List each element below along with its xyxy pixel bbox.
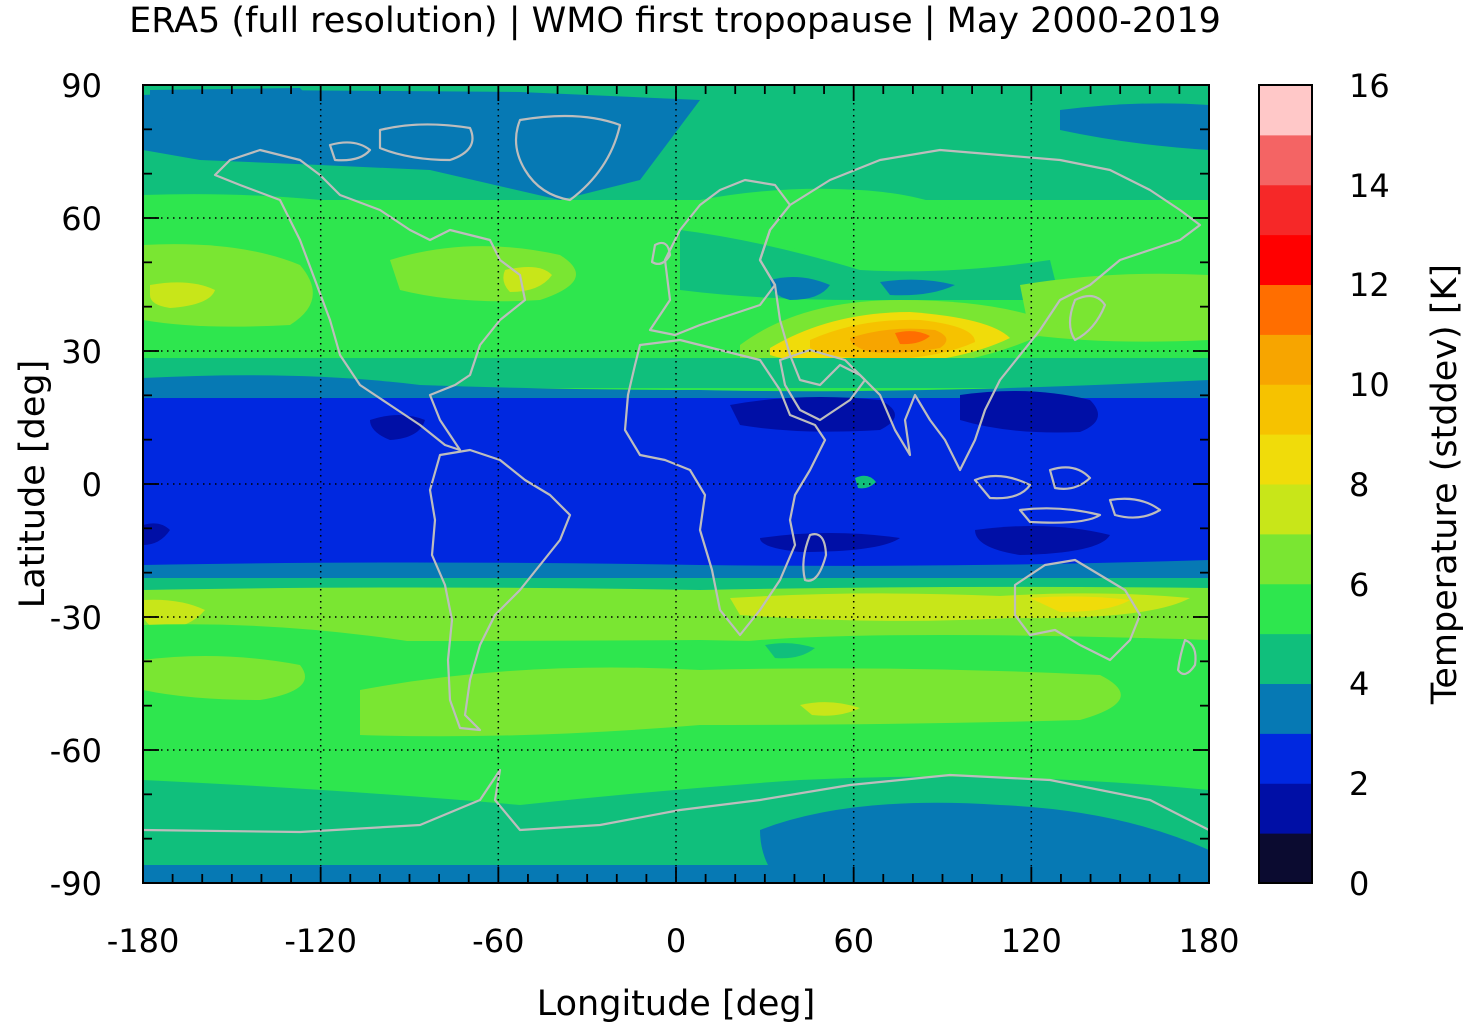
colorbar-swatch bbox=[1259, 484, 1312, 535]
x-tick-label: -180 bbox=[107, 922, 180, 960]
coastline-arabia bbox=[778, 348, 867, 422]
y-tick-label: 0 bbox=[82, 466, 102, 504]
x-axis-label: Longitude [deg] bbox=[537, 984, 815, 1024]
field-sh-yg-west bbox=[143, 656, 305, 700]
coastline-greenland bbox=[514, 114, 622, 202]
colorbar-tick-label: 4 bbox=[1349, 665, 1369, 703]
colorbar-swatch bbox=[1259, 833, 1312, 884]
field-nh-yellow-1 bbox=[150, 282, 215, 308]
colorbar-swatch bbox=[1259, 234, 1312, 286]
colorbar-label: Temperature (stddev) [K] bbox=[1425, 264, 1465, 705]
y-tick-label: 90 bbox=[61, 67, 102, 105]
colorbar-swatch bbox=[1259, 783, 1312, 834]
colorbar-tick-label: 6 bbox=[1349, 566, 1369, 604]
field-arctic-low-2 bbox=[1060, 103, 1209, 150]
colorbar-swatch bbox=[1259, 533, 1312, 585]
coastline-indonesia bbox=[973, 466, 1162, 524]
field-nh-subtrop-blue bbox=[143, 375, 1209, 400]
x-tick-label: 180 bbox=[1178, 922, 1239, 960]
field-arctic-low-3 bbox=[150, 88, 330, 125]
colorbar-frame bbox=[1258, 84, 1313, 884]
field-tropic-min-3 bbox=[370, 415, 425, 440]
field-nh-yellow-2 bbox=[503, 266, 552, 292]
colorbar-tick-labels: 16 14 12 10 8 6 4 2 0 bbox=[1349, 67, 1390, 903]
field-mongolia-low bbox=[880, 279, 955, 296]
colorbar-swatch bbox=[1259, 583, 1312, 635]
plot-area bbox=[143, 85, 1209, 883]
colorbar-swatch bbox=[1259, 384, 1312, 435]
coastline-south-america bbox=[428, 448, 572, 732]
colorbar-swatch bbox=[1259, 284, 1312, 335]
colorbar-tick-label: 10 bbox=[1349, 366, 1390, 404]
colorbar-swatch bbox=[1259, 683, 1312, 734]
colorbar-tick-label: 12 bbox=[1349, 266, 1390, 304]
field-tropic-teal-spot bbox=[855, 475, 876, 489]
chart-title: ERA5 (full resolution) | WMO first tropo… bbox=[129, 1, 1221, 41]
coastline-new-zealand bbox=[1176, 638, 1197, 676]
colorbar-tick-label: 0 bbox=[1349, 865, 1369, 903]
field-sh-jet-yellow-3 bbox=[143, 599, 205, 630]
field-sh-midlat-green bbox=[143, 624, 1209, 670]
coastline-asia bbox=[758, 148, 1202, 472]
field-sh-yellow-spot bbox=[800, 702, 860, 716]
y-axis-label: Latitude [deg] bbox=[13, 360, 53, 608]
colorbar-swatch bbox=[1259, 334, 1312, 385]
field-tropic-min-1 bbox=[730, 396, 895, 432]
x-tick-label: -120 bbox=[284, 922, 357, 960]
field-tropic-min-2 bbox=[960, 391, 1098, 433]
colorbar-swatch bbox=[1259, 184, 1312, 236]
colorbar-swatch bbox=[1259, 434, 1312, 485]
colorbar-tick-label: 14 bbox=[1349, 167, 1390, 205]
coastline-australia bbox=[1013, 558, 1142, 662]
y-tick-label: -60 bbox=[50, 732, 102, 770]
field-caspian-low bbox=[770, 276, 830, 300]
colorbar-tick-label: 8 bbox=[1349, 466, 1369, 504]
coastline-british-isles bbox=[650, 241, 672, 265]
x-tick-label: -60 bbox=[472, 922, 524, 960]
field-tropic-min-5 bbox=[975, 526, 1110, 555]
field-asia-jet-peak bbox=[895, 331, 930, 345]
grid-lines bbox=[143, 85, 1209, 883]
colorbar-tick-label: 2 bbox=[1349, 765, 1369, 803]
y-tick-label: 30 bbox=[61, 333, 102, 371]
y-tick-label: -90 bbox=[50, 865, 102, 903]
y-tick-label: -30 bbox=[50, 599, 102, 637]
y-tick-label: 60 bbox=[61, 200, 102, 238]
colorbar-swatch bbox=[1259, 733, 1312, 784]
colorbar-tick-label: 16 bbox=[1349, 67, 1390, 105]
coastline-arctic-islands bbox=[328, 123, 474, 162]
colorbar-swatch bbox=[1259, 134, 1312, 186]
coastline-antarctica bbox=[143, 768, 1209, 834]
y-tick-labels: 90 60 30 0 -30 -60 -90 bbox=[50, 67, 102, 903]
coastline-africa bbox=[623, 338, 827, 637]
field-sh-yg-belt bbox=[360, 667, 1121, 737]
colorbar-swatch bbox=[1259, 633, 1312, 685]
coastline-north-america bbox=[213, 148, 527, 452]
coastlines bbox=[143, 114, 1209, 834]
coastline-madagascar bbox=[802, 533, 828, 582]
colorbar-swatch bbox=[1259, 85, 1312, 136]
x-tick-label: 60 bbox=[833, 922, 874, 960]
colorbar bbox=[1259, 85, 1312, 884]
field-sh-jet-yellow-2 bbox=[1030, 596, 1130, 612]
coastline-japan bbox=[1068, 294, 1107, 342]
x-tick-label: 120 bbox=[1001, 922, 1062, 960]
x-tick-label: 0 bbox=[666, 922, 686, 960]
field-sh-teal-spot bbox=[765, 643, 815, 659]
field-nh-yellowgreen-3 bbox=[1020, 273, 1209, 342]
field-antarctic-low bbox=[760, 802, 1209, 883]
x-tick-labels: -180 -120 -60 0 60 120 180 bbox=[107, 922, 1240, 960]
